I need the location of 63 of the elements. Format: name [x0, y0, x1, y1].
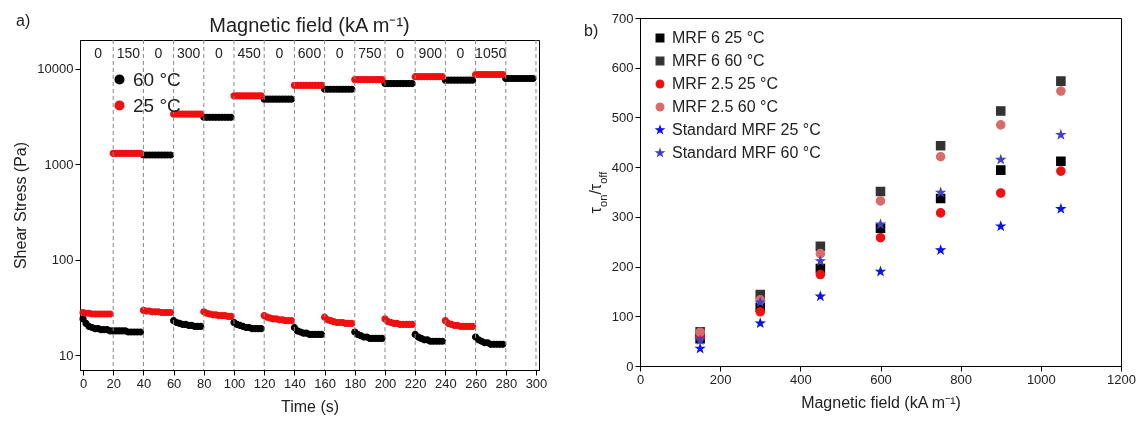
x-tick-label: 280 [495, 375, 518, 391]
x-tick-label: 400 [789, 371, 812, 387]
annotation: 1050 [475, 45, 507, 61]
x-tick-label: 180 [344, 375, 367, 391]
annotation: 600 [297, 45, 322, 61]
y-tick-label: 700 [611, 10, 634, 26]
y-tick-label: 10 [59, 347, 74, 363]
y-tick-label: 100 [51, 252, 74, 268]
x-tick-label: 60 [166, 375, 182, 391]
x-tick-label: 1200 [1107, 371, 1136, 387]
y-tick-label: 100 [611, 308, 634, 324]
legend-label: 25 °C [133, 94, 181, 116]
legend-label: MRF 6 60 °C [672, 52, 765, 69]
text: b) [584, 22, 599, 40]
x-tick-label: 40 [136, 375, 152, 391]
x-tick-label: 120 [253, 375, 276, 391]
y-tick-label: 1000 [44, 156, 74, 172]
x-tick-label: 1000 [1026, 371, 1056, 387]
annotation: 450 [237, 45, 261, 61]
y-tick-label: 500 [611, 109, 634, 125]
x-tick-label: 800 [950, 371, 973, 387]
text: a) [16, 12, 31, 30]
legend-label: Standard MRF 60 °C [672, 144, 821, 161]
annotation: 0 [456, 45, 465, 61]
x-tick-label: 220 [404, 375, 427, 391]
x-tick-label: 100 [223, 375, 246, 391]
y-tick-label: 10000 [37, 61, 74, 77]
annotation: 0 [275, 45, 284, 61]
y-tick-label: 300 [611, 209, 634, 225]
legend-label: MRF 2.5 25 °C [672, 75, 778, 92]
x-tick-label: 80 [197, 375, 212, 391]
legend-label: MRF 6 25 °C [672, 29, 765, 46]
annotation: 0 [396, 45, 405, 61]
annotation: 0 [335, 45, 344, 61]
x-tick-label: 240 [435, 375, 457, 391]
annotation: 150 [116, 45, 141, 61]
annotation: 0 [94, 45, 103, 61]
annotation: 750 [358, 45, 382, 61]
y-axis-title: Shear Stress (Pa) [12, 141, 30, 270]
y-tick-label: 400 [611, 159, 634, 175]
y-tick-label: 200 [611, 259, 634, 275]
x-tick-label: 200 [374, 375, 397, 391]
annotation: 0 [154, 45, 163, 61]
chart-title: Magnetic field (kA m⁻¹) [209, 13, 410, 36]
annotation: 0 [215, 45, 224, 61]
legend-label: MRF 2.5 60 °C [672, 98, 778, 115]
legend-label: 60 °C [133, 68, 181, 90]
x-tick-label: 160 [314, 375, 336, 391]
annotation: 300 [177, 45, 201, 61]
y-tick-label: 0 [626, 358, 634, 374]
x-tick-label: 0 [79, 375, 88, 391]
x-tick-label: 200 [709, 371, 732, 387]
x-tick-label: 0 [636, 371, 645, 387]
x-tick-label: 600 [870, 371, 892, 387]
x-tick-label: 20 [106, 375, 121, 391]
x-tick-label: 260 [465, 375, 487, 391]
x-tick-label: 140 [284, 375, 306, 391]
annotation: 900 [418, 45, 443, 61]
legend-label: Standard MRF 25 °C [672, 121, 821, 138]
y-tick-label: 600 [611, 60, 634, 76]
x-axis-title: Magnetic field (kA m⁻¹) [801, 393, 961, 411]
x-axis-title: Time (s) [280, 397, 340, 415]
x-tick-label: 300 [525, 375, 548, 391]
